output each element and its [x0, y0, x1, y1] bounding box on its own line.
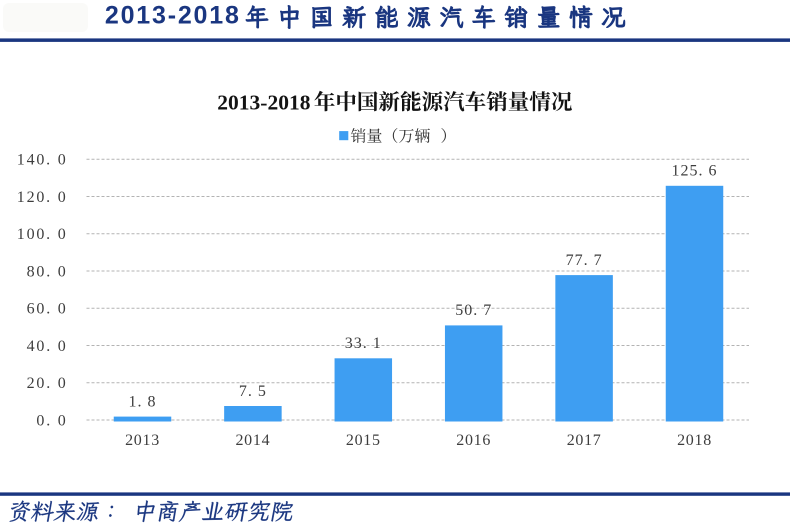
svg-text:7. 5: 7. 5: [239, 383, 267, 400]
svg-text:33. 1: 33. 1: [345, 335, 382, 352]
svg-text:20. 0: 20. 0: [27, 375, 68, 392]
svg-text:125. 6: 125. 6: [672, 163, 718, 180]
svg-text:1. 8: 1. 8: [129, 393, 157, 410]
svg-text:77. 7: 77. 7: [566, 252, 603, 269]
svg-text:40. 0: 40. 0: [27, 338, 68, 355]
svg-text:60. 0: 60. 0: [27, 301, 68, 318]
svg-text:2014: 2014: [235, 432, 270, 449]
svg-text:2015: 2015: [346, 432, 381, 449]
svg-text:2013: 2013: [125, 432, 160, 449]
svg-text:0. 0: 0. 0: [36, 412, 67, 429]
svg-text:2018: 2018: [677, 432, 712, 449]
svg-text:2013-2018: 2013-2018: [217, 90, 310, 114]
svg-text:50. 7: 50. 7: [455, 302, 492, 319]
svg-text:2016: 2016: [456, 432, 491, 449]
svg-text:2013-2018: 2013-2018: [105, 2, 241, 30]
svg-text:140. 0: 140. 0: [17, 152, 68, 169]
svg-text:120. 0: 120. 0: [17, 189, 68, 206]
svg-text:2017: 2017: [567, 432, 602, 449]
svg-text:100. 0: 100. 0: [17, 226, 68, 243]
svg-text:80. 0: 80. 0: [27, 263, 68, 280]
